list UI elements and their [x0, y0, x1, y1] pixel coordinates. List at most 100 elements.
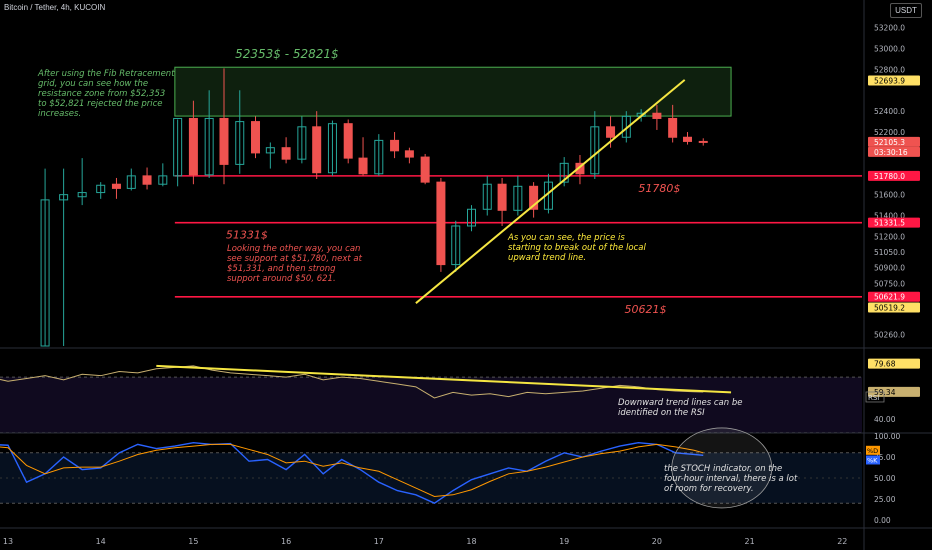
- price-tick-1: 53000.0: [874, 45, 905, 54]
- x-tick-18: 18: [466, 537, 476, 546]
- rsi-legend: RSI: [868, 394, 879, 402]
- stoch-tick-2: 50.00: [874, 474, 896, 483]
- rsi-label-1: 59.34: [874, 388, 896, 397]
- rsi-label-1-bg: [868, 386, 920, 397]
- price-tick-7: 51400.0: [874, 212, 905, 221]
- price-label-2: 51780.0: [874, 172, 905, 181]
- rsi-label-0: 79.68: [874, 360, 896, 369]
- resistance-zone-label: 52353$ - 52821$: [235, 47, 339, 61]
- candle-body-19: [327, 123, 337, 174]
- candle-body-24: [404, 150, 414, 158]
- stoch-label-1-bg: [866, 455, 880, 465]
- stoch-annotation: the STOCH indicator, on the four-hour in…: [664, 464, 798, 494]
- candle-body-17: [297, 126, 307, 160]
- support-label-51331: 51331$: [226, 229, 268, 242]
- candle-body-4: [96, 184, 106, 194]
- candle-body-5: [111, 183, 121, 189]
- stoch-tick-0: 100.00: [874, 432, 900, 441]
- candle-body-31: [513, 185, 523, 211]
- x-tick-21: 21: [745, 537, 755, 546]
- candle-body-25: [420, 156, 430, 183]
- price-label-0-bg: [868, 75, 920, 86]
- rsi-band: [0, 377, 862, 433]
- price-label-2-bg: [868, 170, 920, 181]
- candle-body-18: [312, 126, 322, 174]
- price-label-1-countdown: 03:30:16: [874, 148, 908, 157]
- candle-body-37: [606, 126, 616, 138]
- candle-body-8: [158, 175, 168, 185]
- currency-button[interactable]: USDT: [890, 3, 922, 18]
- candle-body-42: [682, 136, 692, 142]
- rsi-legend-box: [865, 391, 885, 403]
- x-tick-20: 20: [652, 537, 662, 546]
- candle-body-1: [40, 199, 50, 347]
- candle-body-30: [497, 183, 507, 211]
- price-tick-11: 50750.0: [874, 279, 905, 288]
- stoch-pane[interactable]: 100.00 75.00 50.00 25.00 0.00 %D%K: [0, 427, 900, 525]
- price-label-3-bg: [868, 217, 920, 228]
- candle-body-10: [188, 117, 198, 176]
- candle-body-3: [77, 192, 87, 198]
- x-tick-14: 14: [96, 537, 106, 546]
- price-tick-9: 51050.0: [874, 248, 905, 257]
- rsi-series-line: [0, 365, 704, 399]
- price-tick-2: 52800.0: [874, 65, 905, 74]
- price-label-1-bg: [868, 136, 920, 147]
- candle-body-32: [529, 185, 539, 210]
- price-label-4-bg: [868, 291, 920, 302]
- x-tick-15: 15: [188, 537, 198, 546]
- candle-body-34: [559, 162, 569, 183]
- trend-annotation: As you can see, the price is starting to…: [508, 233, 646, 263]
- candle-body-6: [126, 175, 136, 189]
- candle-body-9: [173, 117, 183, 177]
- candle-body-22: [374, 139, 384, 175]
- candle-body-40: [652, 112, 662, 119]
- x-tick-17: 17: [374, 537, 384, 546]
- price-label-1: 52105.3: [874, 138, 905, 147]
- candle-body-14: [251, 121, 261, 154]
- support-annotation: Looking the other way, you can see suppo…: [227, 244, 362, 284]
- resistance-zone: [174, 66, 732, 117]
- x-tick-16: 16: [281, 537, 291, 546]
- stoch-label-1: %K: [867, 456, 878, 464]
- candle-body-11: [204, 117, 214, 176]
- rsi-downward-trend-line: [156, 364, 732, 394]
- price-tick-4: 52200.0: [874, 128, 905, 137]
- candle-body-35: [575, 162, 585, 175]
- price-tick-6: 51600.0: [874, 191, 905, 200]
- stoch-highlight-circle: [671, 427, 773, 509]
- candle-body-26: [436, 181, 446, 266]
- x-tick-19: 19: [559, 537, 569, 546]
- price-label-3: 51331.5: [874, 219, 905, 228]
- candle-body-20: [343, 123, 353, 159]
- candle-body-23: [390, 139, 400, 152]
- stoch-tick-4: 0.00: [874, 516, 891, 525]
- stoch-label-0-bg: [866, 445, 880, 455]
- x-tick-22: 22: [837, 537, 847, 546]
- rsi-annotation: Downward trend lines can be identified o…: [618, 398, 743, 418]
- rsi-tick-2: 40.00: [874, 415, 896, 424]
- price-tick-3: 52400.0: [874, 107, 905, 116]
- price-pane[interactable]: 52353$ - 52821$ 51780$ 51331$ 50621$ 53200.0…: [0, 24, 932, 349]
- price-label-1-sub-bg: [868, 146, 920, 157]
- candle-body-29: [482, 183, 492, 210]
- price-tick-12: 50260.0: [874, 331, 905, 340]
- candle-body-13: [235, 121, 245, 165]
- support-label-51780: 51780$: [638, 182, 680, 195]
- candle-body-15: [265, 147, 275, 154]
- price-tick-8: 51200.0: [874, 232, 905, 241]
- stoch-tick-1: 75.00: [874, 453, 896, 462]
- candle-body-16: [281, 147, 291, 160]
- x-tick-13: 13: [3, 537, 13, 546]
- stoch-label-0: %D: [867, 447, 878, 455]
- price-label-0: 52693.9: [874, 76, 905, 85]
- price-label-5-bg: [868, 302, 920, 313]
- candle-body-28: [467, 208, 476, 227]
- candle-body-38: [621, 115, 631, 138]
- price-label-5: 50519.2: [874, 303, 905, 312]
- candle-body-43: [698, 140, 708, 143]
- stoch-tick-3: 25.00: [874, 495, 896, 504]
